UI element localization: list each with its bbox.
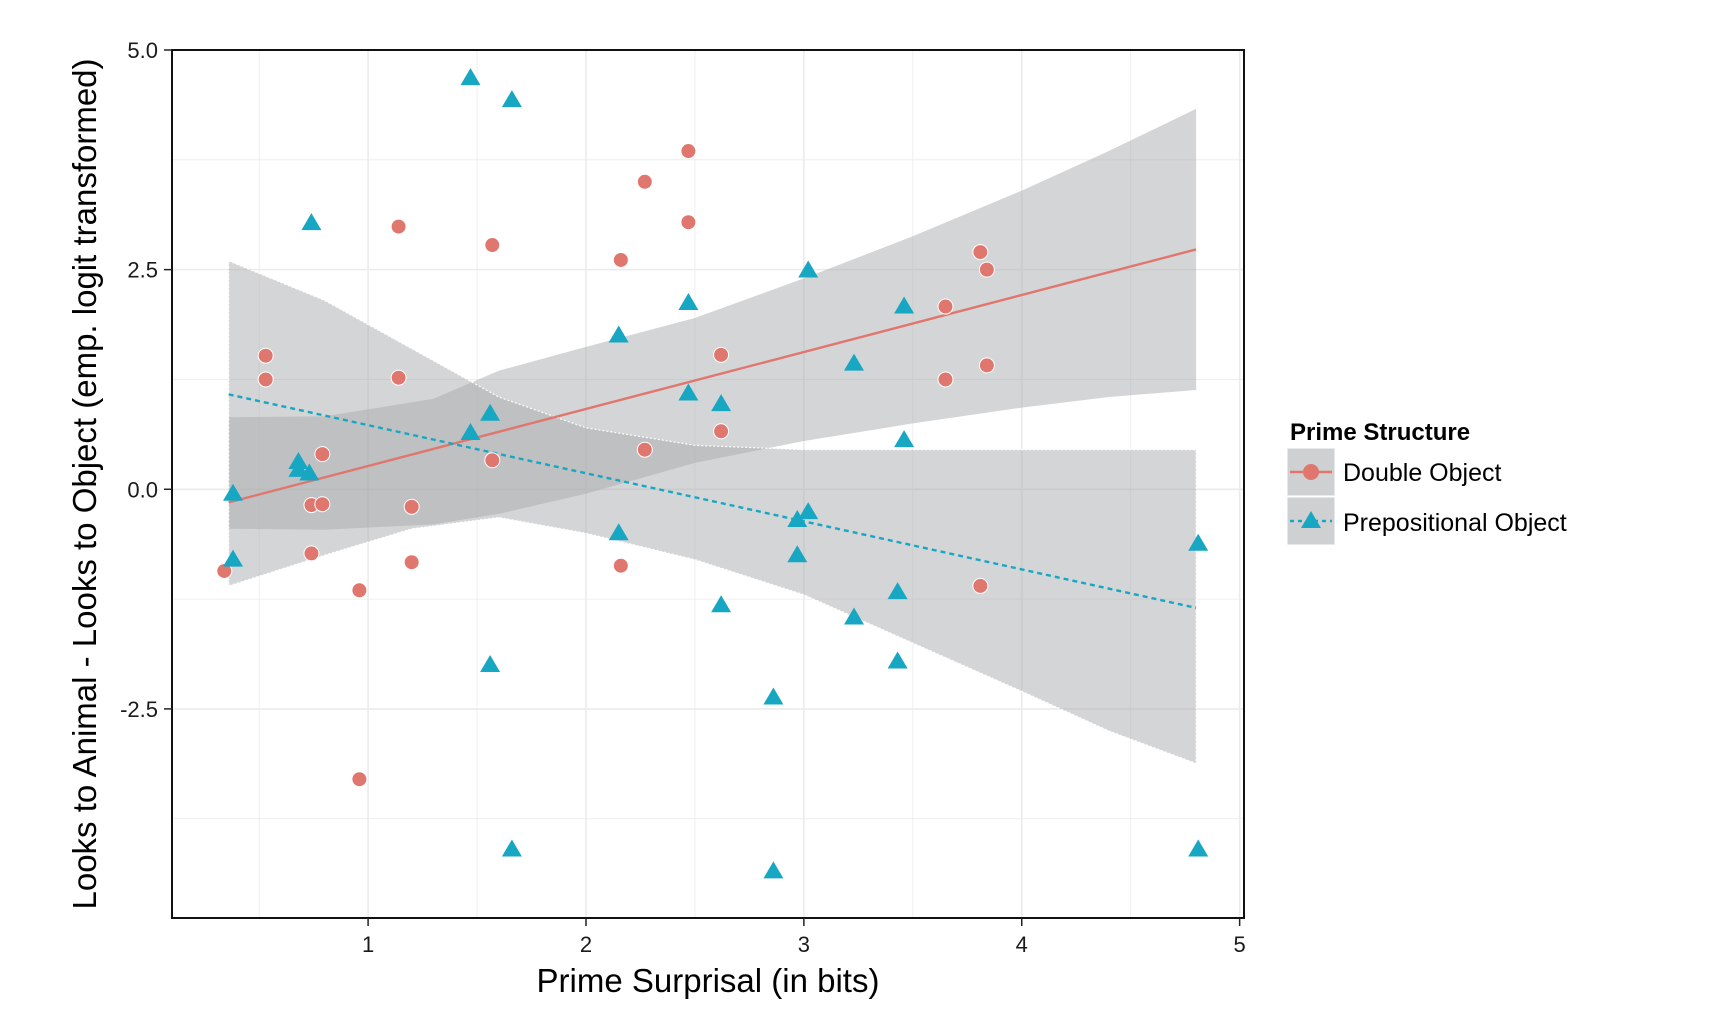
data-point-prepositional-object (678, 383, 699, 401)
legend-label-double-object: Double Object (1343, 459, 1501, 487)
data-point-prepositional-object (288, 459, 309, 477)
data-point-double-object (390, 369, 407, 386)
data-point-double-object (351, 582, 368, 599)
data-point-double-object (303, 545, 320, 562)
data-point-prepositional-object (480, 655, 501, 672)
y-tick-label: -2.5 (120, 697, 158, 722)
data-point-prepositional-object (798, 260, 819, 278)
data-point-double-object (713, 423, 730, 440)
x-tick-label: 2 (580, 932, 592, 957)
data-point-double-object (978, 357, 995, 374)
data-point-double-object (351, 771, 368, 788)
data-point-double-object (314, 446, 331, 463)
fit-line-double-object (228, 248, 1197, 504)
data-point-prepositional-object (223, 549, 243, 567)
data-point-prepositional-object (711, 595, 732, 613)
data-point-double-object (636, 173, 653, 190)
data-point-double-object (972, 244, 989, 261)
regression-lines (228, 248, 1197, 610)
data-point-double-object (257, 371, 274, 388)
data-point-prepositional-object (787, 545, 808, 563)
data-point-prepositional-object (787, 510, 808, 527)
data-point-prepositional-object (887, 651, 908, 669)
legend-item-double-object: Double Object (1286, 447, 1501, 497)
legend-title: Prime Structure (1290, 419, 1470, 446)
data-point-double-object (937, 371, 954, 388)
data-point-prepositional-object (763, 861, 784, 879)
data-point-prepositional-object (299, 463, 320, 481)
data-point-prepositional-object (678, 293, 699, 310)
data-point-prepositional-object (223, 483, 243, 501)
data-point-prepositional-object (711, 394, 732, 412)
data-point-prepositional-object (608, 523, 629, 541)
data-point-prepositional-object (894, 296, 915, 314)
data-point-double-object (484, 452, 501, 469)
data-point-double-object (257, 347, 274, 364)
data-point-double-object (216, 562, 233, 579)
data-point-double-object (612, 251, 629, 268)
data-point-prepositional-object (301, 213, 322, 231)
plot-panel (171, 49, 1245, 919)
data-point-prepositional-object (844, 353, 864, 371)
data-point-double-object (680, 214, 697, 231)
data-point-prepositional-object (894, 430, 915, 448)
legend-marker-circle (1303, 464, 1319, 480)
x-tick-label: 5 (1234, 932, 1246, 957)
plot-border (171, 49, 1245, 919)
data-point-prepositional-object (501, 90, 522, 108)
data-point-double-object (612, 557, 629, 574)
data-point-double-object (390, 218, 407, 235)
y-tick-label: 2.5 (127, 258, 158, 283)
data-point-prepositional-object (1188, 839, 1209, 857)
data-point-prepositional-object (501, 839, 522, 857)
data-point-prepositional-object (844, 607, 864, 625)
data-point-prepositional-object (763, 687, 784, 705)
data-point-double-object (484, 237, 501, 254)
legend-label-prepositional-object: Prepositional Object (1343, 509, 1567, 537)
x-axis: 1 2 3 4 5 (362, 918, 1246, 957)
data-point-prepositional-object (1188, 533, 1209, 551)
legend: Prime Structure Double Object Prepositio… (1286, 419, 1567, 546)
data-point-prepositional-object (608, 325, 629, 343)
data-point-double-object (978, 261, 995, 278)
data-point-prepositional-object (460, 68, 481, 86)
y-axis: -2.5 0.0 2.5 5.0 (120, 38, 172, 722)
data-point-double-object (972, 577, 989, 594)
data-point-double-object (314, 496, 331, 513)
legend-item-prepositional-object: Prepositional Object (1286, 496, 1567, 546)
x-tick-label: 4 (1016, 932, 1028, 957)
y-tick-label: 0.0 (127, 477, 158, 502)
data-point-double-object (403, 498, 420, 515)
data-point-prepositional-object (887, 582, 908, 600)
x-axis-title: Prime Surprisal (in bits) (537, 962, 880, 999)
data-point-double-object (937, 298, 954, 315)
y-tick-label: 5.0 (127, 38, 158, 63)
data-point-prepositional-object (798, 502, 819, 520)
data-point-double-object (680, 143, 697, 160)
fit-line-prepositional-object (228, 393, 1197, 610)
data-point-double-object (403, 554, 420, 571)
x-tick-label: 3 (798, 932, 810, 957)
data-point-prepositional-object (460, 423, 481, 440)
y-axis-title: Looks to Animal - Looks to Object (emp. … (66, 58, 103, 909)
data-points (216, 68, 1209, 879)
data-point-double-object (713, 346, 730, 363)
x-tick-label: 1 (362, 932, 374, 957)
legend-marker-triangle (1301, 511, 1321, 528)
data-point-double-object (636, 441, 653, 458)
data-point-prepositional-object (480, 403, 501, 421)
